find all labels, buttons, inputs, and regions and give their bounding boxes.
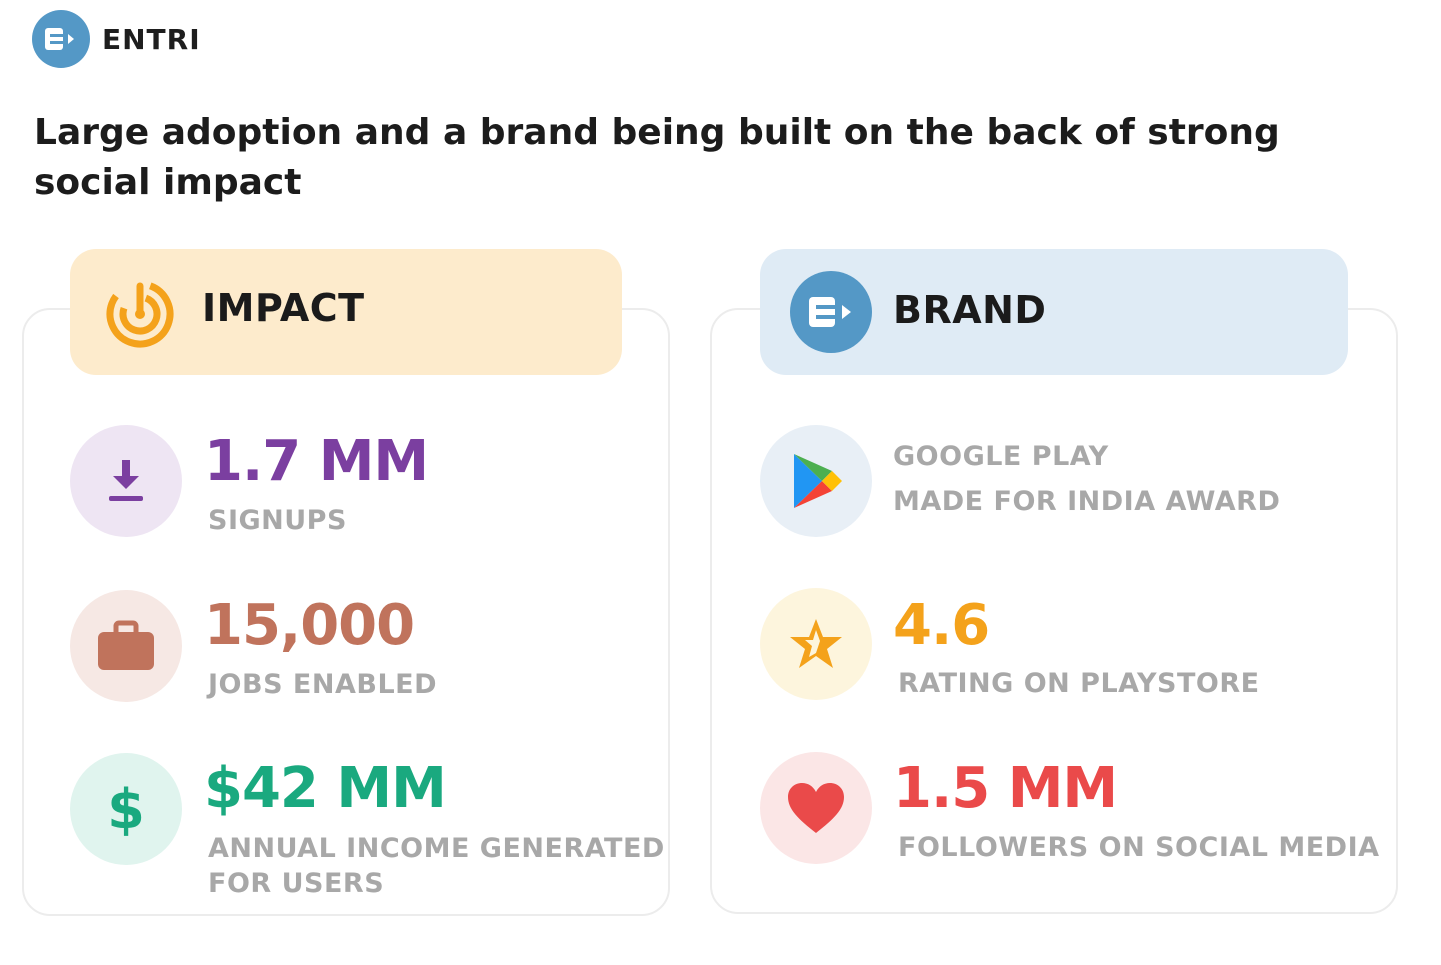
- income-label: ANNUAL INCOME GENERATED: [208, 833, 665, 864]
- rating-value: 4.6: [893, 593, 990, 658]
- followers-value: 1.5 MM: [893, 756, 1118, 821]
- signups-label: SIGNUPS: [208, 505, 347, 536]
- impact-title: IMPACT: [202, 286, 365, 330]
- page-title: Large adoption and a brand being built o…: [34, 112, 1280, 203]
- brand-name: ENTRI: [102, 22, 201, 56]
- target-icon: [104, 278, 176, 354]
- entri-logo: ENTRI: [32, 10, 201, 68]
- briefcase-icon: [70, 590, 182, 702]
- signups-value: 1.7 MM: [204, 429, 429, 494]
- income-value: $42 MM: [204, 756, 447, 821]
- jobs-label: JOBS ENABLED: [208, 669, 438, 700]
- google-play-label: GOOGLE PLAY: [893, 441, 1109, 472]
- google-play-icon: [760, 425, 872, 537]
- income-label-line2: FOR USERS: [208, 868, 385, 899]
- followers-label: FOLLOWERS ON SOCIAL MEDIA: [898, 832, 1380, 863]
- star-icon: [760, 588, 872, 700]
- heart-icon: [760, 752, 872, 864]
- rating-label: RATING ON PLAYSTORE: [898, 668, 1260, 699]
- award-label: MADE FOR INDIA AWARD: [893, 486, 1281, 517]
- entri-brand-icon: [790, 271, 872, 353]
- download-icon: [70, 425, 182, 537]
- entri-logo-icon: [32, 10, 90, 68]
- dollar-icon: $: [70, 753, 182, 865]
- jobs-value: 15,000: [204, 593, 415, 658]
- impact-header: [70, 249, 622, 375]
- brand-title: BRAND: [893, 288, 1047, 332]
